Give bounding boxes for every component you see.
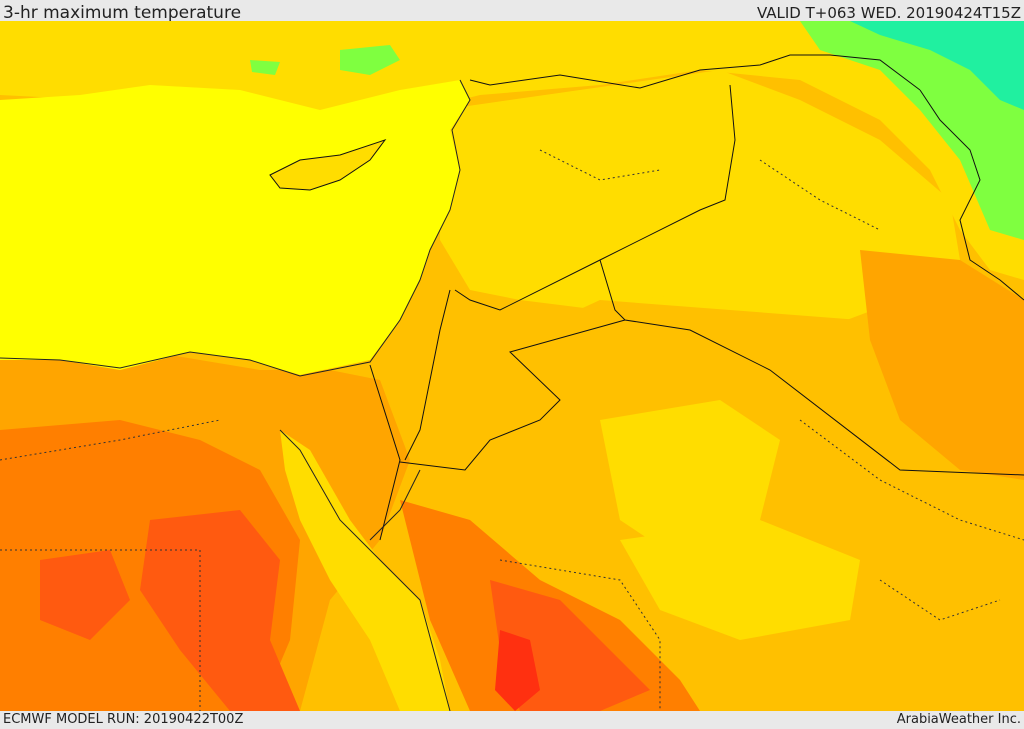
- temperature-map[interactable]: [0, 21, 1024, 711]
- nile-hot-spot: [140, 510, 300, 711]
- turkey-cool-patch: [340, 45, 400, 75]
- footer-bar: ECMWF MODEL RUN: 20190422T00Z ArabiaWeat…: [0, 711, 1024, 729]
- syria-desert-patch: [560, 180, 760, 300]
- zagros-cool-zone: [800, 21, 1024, 240]
- extreme-hot-spot: [495, 630, 540, 711]
- valid-time-label: VALID T+063 WED. 20190424T15Z: [756, 4, 1021, 22]
- anatolia-zone: [0, 21, 1024, 280]
- egypt-west-hot-spot: [40, 550, 130, 640]
- jordan-desert-patch: [600, 400, 780, 560]
- credit-label: ArabiaWeather Inc.: [896, 712, 1021, 727]
- header-bar: 3-hr maximum temperature VALID T+063 WED…: [0, 0, 1024, 23]
- zagros-cold-zone: [850, 21, 1024, 110]
- arabia-desert-patch: [620, 520, 860, 640]
- country-borders: [369, 54, 1024, 541]
- turkey-cool-patch-2: [250, 60, 280, 75]
- red-sea: [280, 430, 450, 711]
- cyprus-island: [269, 139, 387, 191]
- model-run-label: ECMWF MODEL RUN: 20190422T00Z: [3, 712, 244, 727]
- map-title: 3-hr maximum temperature: [3, 3, 242, 23]
- east-iraq-warm: [860, 250, 1024, 480]
- coastlines: [0, 79, 471, 711]
- map-canvas: [0, 21, 1024, 711]
- admin-boundaries: [0, 149, 1024, 711]
